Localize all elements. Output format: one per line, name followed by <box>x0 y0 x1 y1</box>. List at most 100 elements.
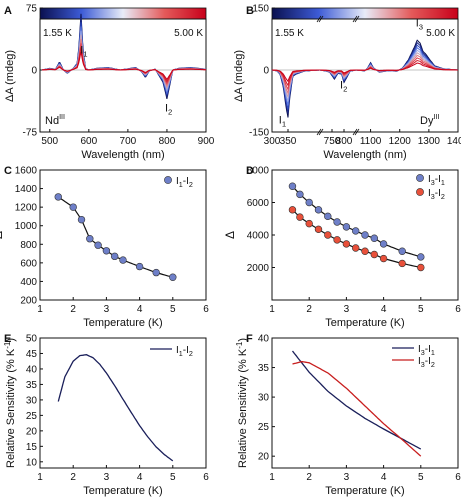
x-tick-label: 6 <box>455 304 461 315</box>
y-tick-label: 8000 <box>247 166 270 177</box>
data-point <box>135 262 144 271</box>
legend-label: I1-I2 <box>176 345 193 358</box>
data-point <box>305 198 313 207</box>
legend-label: I3-I2 <box>418 356 435 369</box>
x-tick-label: 5 <box>418 304 424 315</box>
x-tick-label: 5 <box>170 472 176 483</box>
data-point <box>370 250 378 259</box>
spectrum-line <box>41 39 206 88</box>
x-tick-label: 2 <box>70 472 76 483</box>
data-point <box>314 206 323 214</box>
data-point <box>102 247 111 255</box>
plot-frame <box>271 337 459 469</box>
spectrum-line <box>356 62 458 71</box>
data-point <box>361 231 369 239</box>
x-tick-label: 700 <box>120 136 137 147</box>
y-tick-label: 25 <box>26 411 38 422</box>
ion-label: DyIII <box>420 113 439 127</box>
y-axis-label: Δ <box>0 231 5 239</box>
plot-frame <box>271 18 459 133</box>
data-point <box>333 218 341 226</box>
x-tick-label: 2 <box>306 304 312 315</box>
y-tick-label: -75 <box>23 128 38 139</box>
y-tick-label: 25 <box>258 422 270 433</box>
spectrum-line <box>41 51 206 81</box>
axis-break-mark <box>316 15 322 23</box>
y-axis-label: ΔA (mdeg) <box>233 50 245 102</box>
data-point <box>288 182 297 190</box>
legend-marker <box>416 174 424 182</box>
x-axis-label: Temperature (K) <box>83 317 162 329</box>
x-tick-label: 2 <box>70 304 76 315</box>
y-tick-label: 1400 <box>15 184 38 195</box>
x-tick-label: 1300 <box>418 136 441 147</box>
x-axis-label: Temperature (K) <box>325 485 404 497</box>
spectrum-line <box>271 69 320 102</box>
data-point <box>296 190 304 199</box>
x-tick-label: 900 <box>198 136 215 147</box>
data-point <box>296 213 304 221</box>
x-tick-label: 6 <box>203 304 209 315</box>
x-tick-label: 1 <box>37 304 43 315</box>
y-tick-label: 50 <box>26 334 38 345</box>
x-tick-label: 6 <box>455 472 461 483</box>
data-point <box>314 225 323 234</box>
x-tick-label: 750 <box>324 136 341 147</box>
spectrum-line <box>41 47 207 83</box>
axis-break-mark <box>352 15 358 23</box>
legend-label: I1-I2 <box>176 176 193 189</box>
x-tick-label: 800 <box>159 136 176 147</box>
data-point <box>370 234 378 242</box>
spectrum-line <box>271 69 320 114</box>
panel-f: 1 2 3 4 5 6 20 25 30 35 40 Temperature (K) Relative … <box>235 333 461 497</box>
data-point <box>94 241 102 249</box>
data-point <box>352 227 360 235</box>
data-point <box>305 219 313 228</box>
y-tick-label: 20 <box>26 426 38 437</box>
colorbar-max-label: 5.00 K <box>174 28 203 39</box>
plot-frame <box>39 337 207 469</box>
spectrum-line <box>271 69 320 106</box>
data-point <box>169 273 177 281</box>
y-tick-label: -150 <box>249 128 269 139</box>
x-tick-label: 4 <box>381 304 387 315</box>
colorbar-max-label: 5.00 K <box>426 28 455 39</box>
x-tick-label: 3 <box>104 472 110 483</box>
x-tick-label: 4 <box>137 304 143 315</box>
legend-label: I3-I2 <box>428 188 445 201</box>
series-line <box>57 354 174 462</box>
x-tick-label: 1 <box>269 472 275 483</box>
axis-break-mark <box>318 15 324 23</box>
spectrum-line <box>41 43 206 85</box>
x-tick-label: 4 <box>381 472 387 483</box>
data-point <box>119 256 127 264</box>
y-tick-label: 400 <box>20 277 37 288</box>
data-point <box>417 263 425 272</box>
data-point <box>361 247 369 255</box>
y-tick-label: 30 <box>26 395 38 406</box>
axis-break-mark <box>354 128 360 136</box>
panel-a: 1.55 K 5.00 K 500 600 700 800 900 -75 0 75 Wavelen… <box>4 4 215 162</box>
fit-line <box>292 209 421 269</box>
x-tick-label: 3 <box>344 304 350 315</box>
data-point <box>110 252 119 261</box>
y-tick-label: 150 <box>252 4 269 15</box>
x-tick-label: 1 <box>269 304 275 315</box>
panel-letter: C <box>4 165 12 177</box>
y-tick-label: 0 <box>31 66 37 77</box>
y-tick-label: 20 <box>258 452 270 463</box>
panel-d: 1 2 3 4 5 6 2000 4000 6000 8000 Temperature (K) Δ I3… <box>223 165 461 329</box>
legend-marker <box>164 176 172 184</box>
x-tick-label: 5 <box>418 472 424 483</box>
data-point <box>324 212 332 221</box>
data-point <box>342 223 351 231</box>
colorbar-min-label: 1.55 K <box>275 28 304 39</box>
y-tick-label: 1200 <box>15 203 38 214</box>
panel-letter: B <box>246 5 254 17</box>
data-point <box>152 268 160 277</box>
panel-c: 1 2 3 4 5 6 200 400 600 800 1000 1200 1400 1600 Temper… <box>0 165 209 329</box>
axis-break-mark <box>318 128 324 136</box>
x-axis-label: Wavelength (nm) <box>81 149 164 161</box>
spectrum-line <box>41 13 207 100</box>
